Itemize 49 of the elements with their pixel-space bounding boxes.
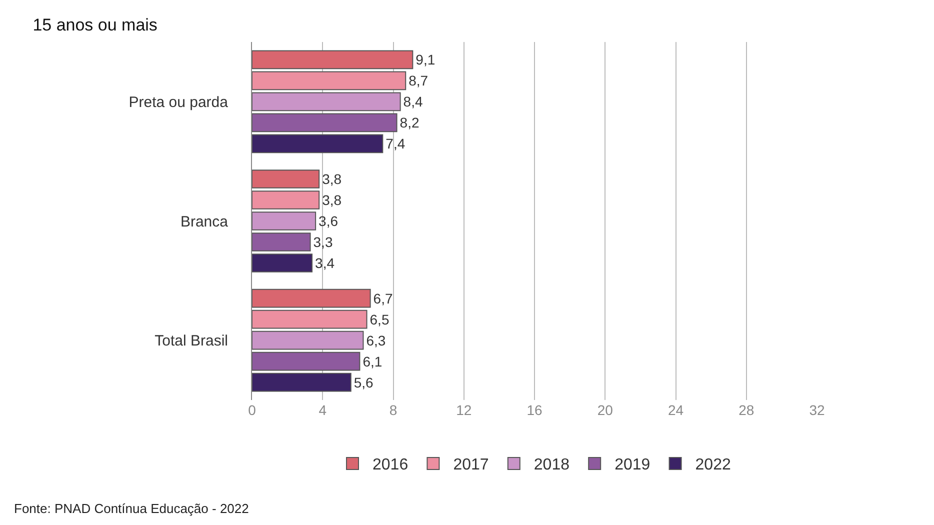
bar — [252, 71, 406, 90]
x-tick-label: 20 — [597, 402, 614, 418]
legend-label: 2016 — [372, 456, 408, 474]
bar — [252, 254, 313, 272]
data-label: 8,4 — [403, 94, 423, 110]
legend-label: 2018 — [534, 456, 570, 474]
bar — [252, 232, 311, 252]
bar — [252, 170, 320, 188]
data-label: 3,8 — [322, 170, 342, 187]
data-label: 9,1 — [416, 52, 436, 68]
data-label: 7,4 — [386, 136, 406, 152]
data-label: 8,2 — [400, 114, 420, 131]
x-tick-label: 12 — [456, 402, 472, 418]
text: 15 anos ou mais — [32, 15, 158, 34]
x-tick-label: 16 — [526, 402, 542, 418]
data-label: 3,6 — [318, 213, 338, 229]
legend-label: 2019 — [614, 456, 650, 474]
bar — [252, 190, 320, 210]
data-label: 3,8 — [322, 192, 342, 208]
data-label: 6,5 — [370, 311, 390, 328]
data-label: 6,7 — [373, 290, 393, 306]
bar — [252, 212, 316, 230]
y-tick-label: Total Brasil — [154, 332, 228, 350]
data-label: 3,4 — [315, 255, 335, 272]
data-label: 6,3 — [366, 332, 386, 348]
y-tick-label: Preta ou parda — [128, 94, 229, 111]
data-label: 6,1 — [362, 353, 382, 370]
data-label: 3,3 — [313, 234, 333, 250]
legend-label: 2022 — [695, 456, 731, 474]
x-tick-label: 4 — [318, 402, 327, 418]
bar — [252, 310, 368, 329]
x-tick-label: 32 — [809, 402, 825, 418]
bar — [252, 352, 360, 371]
bar — [252, 372, 352, 392]
x-tick-label: 24 — [668, 402, 684, 418]
x-tick-label: 28 — [738, 402, 754, 418]
bar — [252, 134, 384, 154]
data-label: 5,6 — [354, 374, 374, 390]
source-note: Fonte: PNAD Contínua Educação - 2022 — [14, 501, 249, 516]
bar — [252, 288, 371, 308]
data-label: 8,7 — [408, 72, 428, 89]
legend-label: 2017 — [453, 456, 489, 474]
bar — [252, 330, 364, 350]
bar — [252, 92, 401, 112]
y-tick-label: Branca — [180, 213, 229, 230]
bar — [252, 50, 414, 70]
bar — [252, 113, 398, 132]
x-tick-label: 8 — [389, 402, 398, 418]
x-tick-label: 0 — [248, 402, 256, 418]
